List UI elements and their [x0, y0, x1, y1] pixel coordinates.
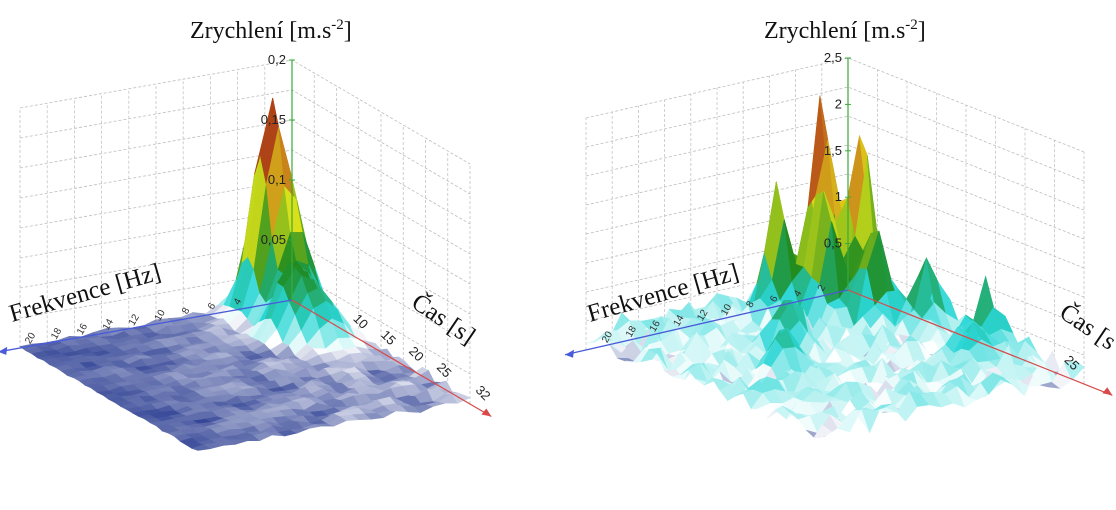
z-axis: 2,5 2 1,5 1 0,5 [824, 50, 851, 290]
freq-tick-label: 4 [232, 296, 245, 307]
freq-tick-label: 2 [816, 283, 829, 294]
freq-tick-label: 6 [768, 294, 781, 305]
freq-tick-label: 8 [180, 305, 193, 316]
grid-lines [585, 57, 1085, 385]
time-tick-label: 32 [473, 382, 494, 403]
freq-tick-label: 14 [101, 317, 116, 333]
surface-plot-left: 0,2 0,15 0,1 0,05 20 18 16 14 12 10 8 6 4 10 15 20 25 32 … [0, 17, 494, 451]
freq-tick-label: 20 [600, 329, 615, 345]
time-axis-line [847, 289, 1113, 396]
freq-axis-line [564, 289, 849, 356]
freq-tick-label: 12 [695, 308, 710, 324]
freq-axis: 20 18 16 14 12 10 8 6 4 [0, 296, 293, 355]
grid-line [19, 89, 471, 195]
freq-tick-label: 18 [624, 324, 639, 340]
z-axis-title: Zrychlení [m.s-2] [190, 17, 352, 44]
surface-plot-right: 2,5 2 1,5 1 0,5 20 18 16 14 12 10 8 6 4 2 25 Zrychlení … [558, 0, 1116, 510]
freq-tick-label: 8 [744, 299, 757, 310]
freq-axis-arrow [565, 349, 575, 358]
time-axis-arrow [481, 408, 492, 417]
surface-mesh [585, 95, 1085, 438]
freq-tick-label: 10 [719, 302, 734, 318]
z-tick-label: 0,15 [261, 112, 286, 127]
freq-tick-label: 20 [23, 331, 38, 347]
grid-line [19, 119, 471, 225]
time-axis-arrow [1102, 387, 1113, 396]
freq-tick-label: 10 [153, 308, 168, 324]
z-tick-label: 0,5 [824, 236, 842, 251]
grid-line [19, 149, 471, 255]
z-tick-label: 0,05 [261, 232, 286, 247]
z-tick-label: 0,1 [268, 172, 286, 187]
z-tick-label: 2,5 [824, 50, 842, 65]
freq-tick-label: 14 [672, 313, 687, 329]
freq-axis-arrow [0, 346, 8, 355]
freq-axis-line [0, 299, 293, 353]
time-axis-line [291, 299, 492, 417]
y-axis-title: Čas [s] [407, 288, 481, 350]
surface-mesh [19, 97, 471, 451]
freq-tick-label: 18 [49, 326, 64, 342]
z-tick-label: 1 [835, 189, 842, 204]
freq-tick-label: 16 [75, 321, 90, 337]
grid-line [19, 59, 471, 165]
z-tick-label: 0,2 [268, 52, 286, 67]
z-axis: 0,2 0,15 0,1 0,05 [261, 52, 295, 300]
freq-tick-label: 16 [648, 318, 663, 334]
freq-tick-label: 4 [792, 288, 805, 299]
freq-tick-label: 6 [206, 301, 219, 312]
z-tick-label: 2 [835, 96, 842, 111]
z-axis-title: Zrychlení [m.s-2] [764, 17, 926, 44]
freq-tick-label: 12 [127, 312, 142, 328]
surface-patch [1063, 360, 1085, 381]
time-tick-label: 20 [406, 343, 427, 364]
z-tick-label: 1,5 [824, 143, 842, 158]
